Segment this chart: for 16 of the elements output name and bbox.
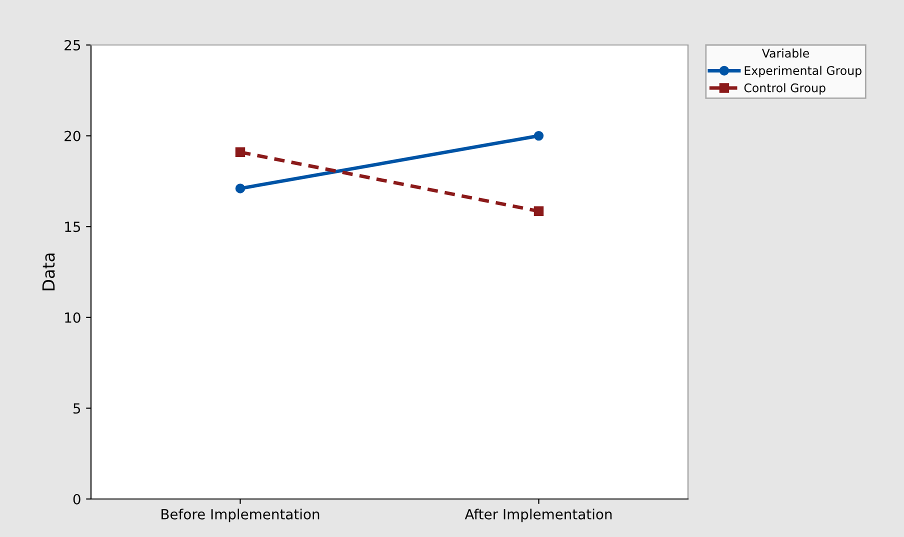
y-tick-label: 25 — [64, 40, 80, 50]
legend-label: Experimental Group — [744, 66, 862, 78]
y-tick-label: 10 — [65, 312, 80, 323]
y-tick-label: 20 — [64, 130, 80, 142]
legend-title: Variable — [762, 48, 810, 58]
point — [534, 206, 544, 216]
x-tick-label: After Implementation — [464, 508, 612, 522]
point — [235, 184, 246, 194]
y-tick-label: 15 — [65, 222, 80, 232]
y-tick-label: 5 — [74, 403, 80, 414]
y-axis-title: Data — [42, 254, 55, 290]
y-tick-label: 0 — [73, 494, 80, 504]
point — [235, 147, 246, 158]
legend-label: Control Group — [744, 83, 826, 95]
x-tick-label: Before Implementation — [162, 508, 320, 522]
point — [534, 130, 544, 141]
